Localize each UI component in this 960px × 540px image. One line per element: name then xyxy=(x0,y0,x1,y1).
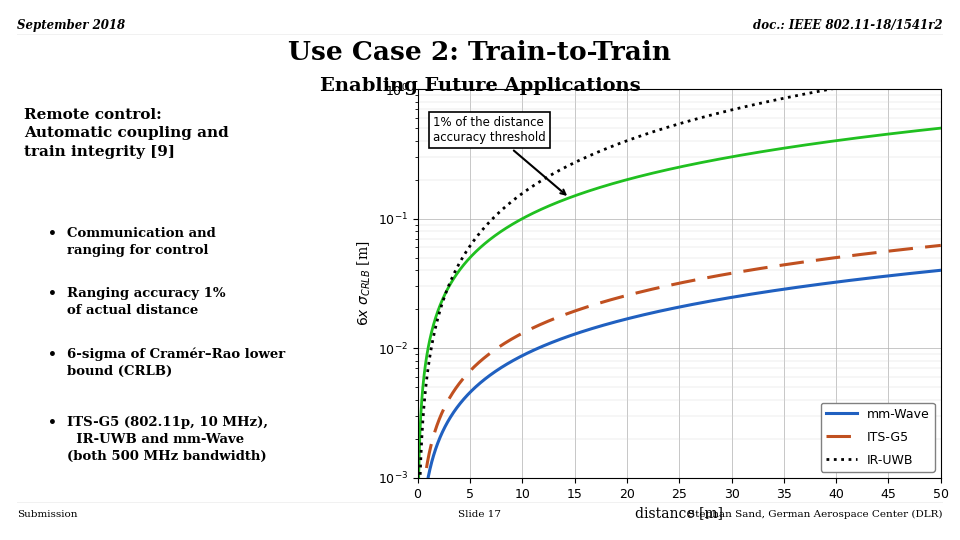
Text: Remote control:
Automatic coupling and
train integrity [9]: Remote control: Automatic coupling and t… xyxy=(24,108,228,159)
Text: 6-sigma of Cramér–Rao lower
bound (CRLB): 6-sigma of Cramér–Rao lower bound (CRLB) xyxy=(67,348,285,378)
Text: •: • xyxy=(48,287,57,301)
Text: 1% of the distance
accuracy threshold: 1% of the distance accuracy threshold xyxy=(433,116,565,194)
Text: •: • xyxy=(48,416,57,430)
Text: Ranging accuracy 1%
of actual distance: Ranging accuracy 1% of actual distance xyxy=(67,287,226,318)
Text: September 2018: September 2018 xyxy=(17,19,126,32)
Text: Stephan Sand, German Aerospace Center (DLR): Stephan Sand, German Aerospace Center (D… xyxy=(688,510,943,519)
Text: Submission: Submission xyxy=(17,510,78,519)
Text: Communication and
ranging for control: Communication and ranging for control xyxy=(67,227,216,257)
Text: Enabling Future Applications: Enabling Future Applications xyxy=(320,77,640,94)
Text: Slide 17: Slide 17 xyxy=(459,510,501,519)
Text: •: • xyxy=(48,227,57,241)
Text: ITS-G5 (802.11p, 10 MHz),
  IR-UWB and mm-Wave
(both 500 MHz bandwidth): ITS-G5 (802.11p, 10 MHz), IR-UWB and mm-… xyxy=(67,416,268,463)
Legend: mm-Wave, ITS-G5, IR-UWB: mm-Wave, ITS-G5, IR-UWB xyxy=(821,403,934,471)
Text: •: • xyxy=(48,348,57,362)
Text: doc.: IEEE 802.11-18/1541r2: doc.: IEEE 802.11-18/1541r2 xyxy=(754,19,943,32)
Y-axis label: $6x\ \sigma_{CRLB}\ \mathregular{[m]}$: $6x\ \sigma_{CRLB}\ \mathregular{[m]}$ xyxy=(356,241,373,326)
X-axis label: distance [m]: distance [m] xyxy=(636,506,723,520)
Text: Use Case 2: Train-to-Train: Use Case 2: Train-to-Train xyxy=(289,40,671,65)
